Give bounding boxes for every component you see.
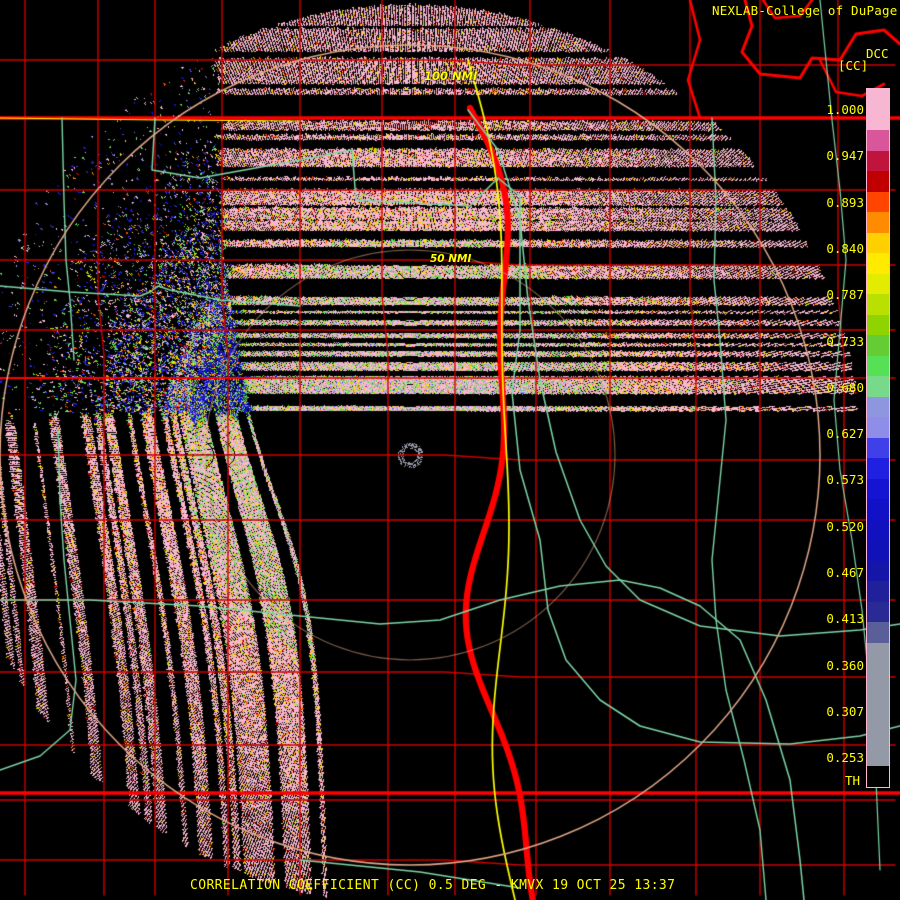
colorbar-swatch xyxy=(867,724,889,746)
brand-label: NEXLAB-College of DuPage▐ xyxy=(712,3,900,18)
colorbar-tick: 0.253 xyxy=(826,750,864,766)
colorbar-swatch xyxy=(867,335,889,356)
colorbar-swatch xyxy=(867,540,889,561)
colorbar-swatch xyxy=(867,499,889,520)
colorbar-swatch xyxy=(867,150,889,172)
colorbar-swatch xyxy=(867,560,889,582)
colorbar-swatch xyxy=(867,294,889,315)
colorbar-tick: 0.733 xyxy=(826,333,864,349)
colorbar-tick: 0.947 xyxy=(826,148,864,164)
colorbar-swatch xyxy=(867,314,889,336)
colorbar-swatch xyxy=(867,622,889,643)
colorbar-swatch xyxy=(867,130,889,151)
dcc-label: DCC xyxy=(866,46,889,61)
cursor-glyph: ▐ xyxy=(897,3,900,18)
colorbar-tick: 0.467 xyxy=(826,565,864,580)
colorbar-tick: 0.840 xyxy=(826,240,864,256)
colorbar-swatch xyxy=(867,601,889,623)
colorbar-tick: 1.000 xyxy=(826,102,864,117)
colorbar-tick: 0.893 xyxy=(826,194,864,210)
colorbar-swatch xyxy=(867,745,889,767)
colorbar-swatch xyxy=(867,171,889,192)
colorbar-tick: 0.787 xyxy=(826,287,864,303)
colorbar[interactable] xyxy=(866,88,890,788)
colorbar-tick: 0.360 xyxy=(826,657,864,673)
colorbar-swatch xyxy=(867,766,889,787)
colorbar-swatch xyxy=(867,212,889,233)
status-bar: CORRELATION COEFFICIENT (CC) 0.5 DEG - K… xyxy=(190,878,676,893)
colorbar-swatch xyxy=(867,704,889,725)
colorbar-swatch xyxy=(867,191,889,213)
colorbar-swatch xyxy=(867,253,889,274)
colorbar-unit-label: [CC] xyxy=(838,58,869,73)
colorbar-swatch xyxy=(867,417,889,438)
colorbar-swatch xyxy=(867,478,889,500)
colorbar-swatch xyxy=(867,663,889,684)
colorbar-swatch xyxy=(867,396,889,418)
colorbar-swatch xyxy=(867,437,889,459)
brand-text: NEXLAB-College of DuPage xyxy=(712,3,898,18)
colorbar-swatch xyxy=(867,109,889,131)
colorbar-swatch xyxy=(867,581,889,602)
colorbar-tick: 0.573 xyxy=(826,472,864,488)
colorbar-tick: 0.627 xyxy=(826,426,864,442)
colorbar-tick-labels: 1.000 0.947 0.893 0.840 0.787 0.733 0.680 0.627… xyxy=(818,88,864,788)
range-ring-label-50: 50 NMI xyxy=(430,253,472,265)
colorbar-swatch xyxy=(867,232,889,254)
colorbar-tick: 0.307 xyxy=(826,703,864,719)
colorbar-swatch xyxy=(867,458,889,479)
colorbar-swatch xyxy=(867,273,889,295)
colorbar-tick: 0.680 xyxy=(826,379,864,395)
colorbar-swatch xyxy=(867,683,889,705)
colorbar-threshold-label: TH xyxy=(845,773,861,788)
colorbar-swatch xyxy=(867,89,889,110)
colorbar-tick: 0.520 xyxy=(826,518,864,534)
colorbar-swatch xyxy=(867,642,889,664)
colorbar-swatch xyxy=(867,376,889,397)
colorbar-swatch xyxy=(867,519,889,541)
range-ring-label-100: 100 NMI xyxy=(424,69,478,83)
colorbar-tick: 0.413 xyxy=(826,611,864,627)
colorbar-swatch xyxy=(867,355,889,377)
